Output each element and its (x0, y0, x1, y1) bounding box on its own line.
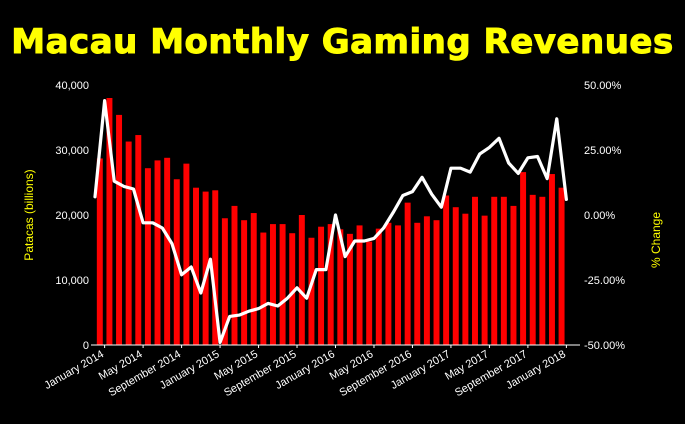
bar (548, 174, 555, 345)
y2-tick-label: 25.00% (584, 145, 622, 157)
y-axis-label: Patacas (billions) (22, 169, 36, 260)
bar (385, 222, 392, 345)
bar (510, 205, 517, 345)
bar (135, 135, 142, 345)
bar (260, 232, 267, 345)
bar (356, 225, 363, 345)
y2-tick-label: 50.00% (584, 80, 622, 92)
bar (558, 187, 565, 345)
bar (298, 215, 305, 345)
x-tick-label: January 2014 (42, 348, 106, 392)
bar-series (96, 98, 565, 346)
y-tick-label: 40,000 (55, 80, 89, 92)
bar (520, 172, 527, 345)
bar (154, 160, 161, 345)
bar (193, 187, 199, 345)
pct-change-line (93, 98, 568, 344)
bar (183, 163, 190, 345)
bar (375, 228, 382, 345)
bar (529, 194, 536, 345)
bar (269, 224, 276, 345)
bar (443, 195, 450, 345)
bar (202, 191, 209, 345)
bar (414, 222, 421, 345)
y-tick-label: 30,000 (55, 145, 89, 157)
bar (337, 229, 344, 345)
y-tick-label: 0 (83, 340, 89, 352)
bar (212, 190, 219, 345)
bar (164, 157, 171, 345)
bar (241, 220, 248, 345)
bar (231, 205, 238, 345)
bar (500, 196, 507, 345)
bar (423, 216, 430, 345)
bar (433, 220, 440, 345)
y2-axis-label: % Change (649, 212, 663, 268)
bar (318, 226, 325, 345)
bar (96, 158, 103, 345)
bar (395, 225, 402, 345)
bar (462, 213, 469, 345)
bar (346, 233, 353, 345)
line-series (93, 98, 568, 344)
bar (144, 168, 151, 345)
bar (308, 237, 315, 345)
bar (279, 224, 286, 345)
y2-tick-label: -25.00% (584, 275, 625, 287)
y2-tick-label: -50.00% (584, 340, 625, 352)
y-tick-label: 10,000 (55, 275, 89, 287)
bar (327, 224, 334, 345)
bar (472, 196, 478, 345)
y2-tick-label: 0.00% (584, 210, 615, 222)
chart-title: Macau Monthly Gaming Revenues (11, 22, 674, 63)
bar (221, 218, 228, 345)
bar (366, 241, 373, 345)
y-tick-label: 20,000 (55, 210, 89, 222)
bar (491, 196, 498, 345)
bar (125, 141, 132, 345)
bar (116, 114, 123, 346)
bar (404, 202, 411, 345)
bar (452, 207, 459, 345)
bar (539, 196, 546, 345)
bar (250, 213, 257, 345)
bar (289, 233, 296, 345)
bar (106, 98, 113, 345)
bar (481, 215, 488, 345)
